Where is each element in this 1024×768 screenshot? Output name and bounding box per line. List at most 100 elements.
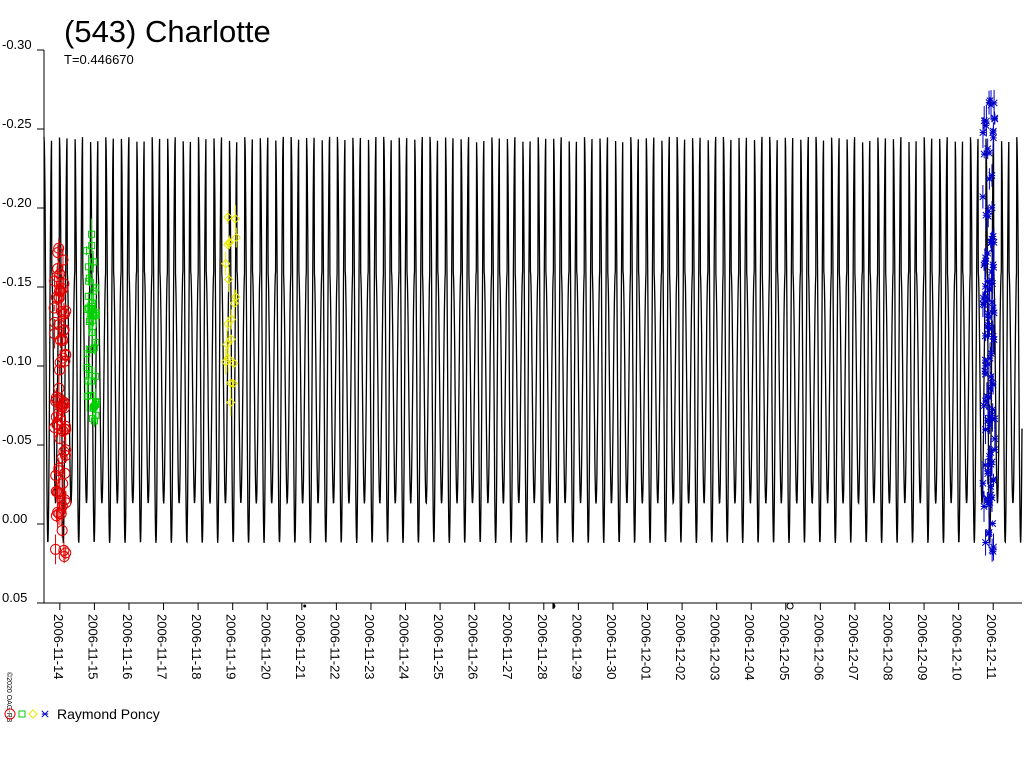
quarter-moon-marker [552,603,556,609]
x-tick-label: 2006-12-01 [639,614,654,681]
data-point [984,145,992,153]
data-point [53,507,65,519]
legend-observer: Raymond Poncy [57,706,160,722]
x-tick-label: 2006-11-15 [85,614,100,680]
legend-square-symbol [18,710,26,718]
data-point [220,258,231,269]
x-tick-label: 2006-11-24 [397,614,412,680]
data-point [990,335,998,344]
data-point [88,377,96,385]
y-tick-label: -0.20 [2,195,32,210]
x-tick-label: 2006-11-16 [120,614,135,680]
x-tick-label: 2006-11-30 [604,614,619,680]
data-point [58,278,70,290]
data-point [54,414,66,426]
data-point [53,292,65,304]
data-point [58,398,70,410]
x-tick-label: 2006-11-29 [569,614,584,680]
y-tick-label: -0.05 [2,432,32,447]
data-point [986,286,994,294]
observation-series [48,89,999,565]
model-curve [43,136,1023,545]
series-star [979,89,999,562]
data-point [231,232,241,243]
data-point [92,398,100,406]
data-point [228,378,239,389]
data-point [984,212,992,220]
data-point [979,479,987,487]
data-point [985,325,993,333]
data-point [981,425,990,434]
series-diamond [220,204,241,417]
data-point [990,263,998,271]
data-point [90,258,98,266]
x-tick-label: 2006-11-20 [258,614,273,680]
y-tick-label: 0.00 [2,511,27,526]
data-point [60,348,72,360]
data-point [988,458,996,466]
y-tick-label: 0.05 [2,590,27,605]
x-tick-label: 2006-12-10 [950,614,965,681]
x-tick-label: 2006-12-02 [673,614,688,681]
data-point [50,543,62,555]
data-point [985,530,993,538]
data-point [991,446,999,454]
x-tick-label: 2006-12-07 [846,614,861,681]
data-point [87,391,95,399]
y-tick-label: -0.25 [2,116,32,131]
data-point [56,306,68,318]
data-point [58,307,70,319]
data-point [989,127,997,135]
data-point [84,377,92,385]
data-point [53,242,65,254]
data-point [54,334,66,346]
x-tick-label: 2006-11-18 [189,614,204,680]
data-point [986,384,994,392]
legend-circle-symbol [4,708,16,720]
data-point [85,274,93,282]
data-point [979,128,987,137]
data-point [229,298,240,309]
copyright-note: ©2020 OAG-RB [5,672,13,723]
data-point [52,408,64,420]
data-point [980,502,988,511]
data-point [58,423,70,435]
data-point [982,538,990,546]
data-point [982,121,990,129]
data-point [225,397,236,408]
data-point [56,401,68,413]
data-point [979,193,987,201]
data-point [87,346,95,354]
chart-title: (543) Charlotte [64,14,271,49]
y-tick-label: -0.30 [2,37,32,52]
data-point [989,380,997,388]
data-point [229,358,239,368]
data-point [54,488,66,500]
data-point [980,402,988,410]
data-point [91,417,99,425]
data-point [987,483,995,491]
x-tick-label: 2006-11-19 [224,614,239,680]
data-point [54,268,66,280]
data-point [989,304,997,312]
data-point [984,470,992,478]
legend-diamond-symbol [28,709,38,719]
data-point [88,304,96,312]
data-point [91,372,99,380]
data-point [220,357,231,367]
data-point [50,395,62,407]
data-point [86,316,94,324]
x-tick-label: 2006-11-21 [293,614,308,680]
data-point [986,354,994,362]
x-tick-label: 2006-11-23 [362,614,377,680]
data-point [89,403,97,411]
data-point [982,362,990,370]
y-tick-label: -0.10 [2,353,32,368]
x-tick-label: 2006-12-04 [742,614,757,681]
data-point [230,214,241,224]
data-point [981,370,989,378]
data-point [90,402,98,410]
series-square [83,218,101,428]
data-point [985,175,993,183]
data-point [989,232,997,240]
